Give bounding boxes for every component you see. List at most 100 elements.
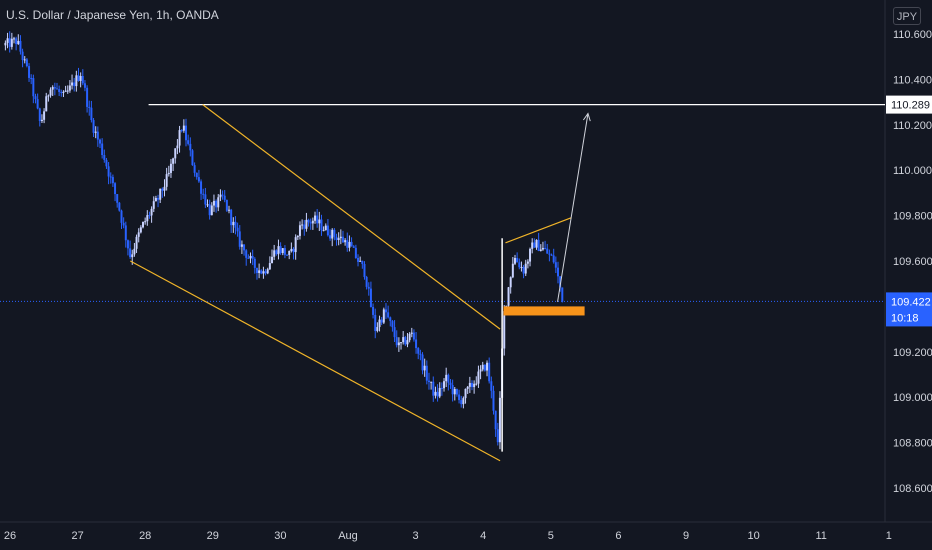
wedge-upper-line[interactable] — [505, 217, 572, 244]
candle-body — [294, 237, 297, 253]
time-tick-label: 29 — [207, 530, 219, 542]
candle-body — [133, 248, 136, 255]
candle-body — [513, 258, 516, 264]
time-axis[interactable]: 26 27 28 29 30 Aug 3 4 5 6 9 10 11 1 — [4, 530, 892, 542]
price-tick-label: 110.200 — [893, 120, 932, 132]
candle-body — [458, 394, 461, 401]
candle-body — [288, 251, 291, 255]
candle-body — [234, 221, 237, 228]
time-tick-label: 27 — [71, 530, 83, 542]
candle-body — [309, 222, 312, 224]
candle-body — [492, 390, 495, 411]
candle-body — [348, 241, 351, 248]
candle-body — [554, 262, 557, 268]
candle-body — [496, 429, 499, 443]
candle-body — [122, 222, 125, 226]
chart-annotations — [0, 103, 885, 462]
candle-body — [182, 125, 185, 131]
candle-body — [43, 111, 46, 120]
candle-body — [507, 287, 510, 306]
candle-body — [357, 257, 360, 262]
arrow-head-icon — [582, 112, 591, 122]
candle-body — [369, 288, 372, 307]
candle-body — [159, 188, 162, 200]
candle-body — [425, 365, 428, 381]
candle-body — [88, 106, 91, 108]
channel-lower-line[interactable] — [130, 260, 501, 462]
price-axis[interactable]: 110.600 110.400 110.200 110.000 109.800 109.6… — [886, 29, 932, 495]
candle-body — [30, 77, 33, 79]
candle-body — [518, 262, 521, 268]
candle-body — [380, 319, 383, 323]
candle-body — [187, 140, 190, 144]
candle-body — [230, 209, 233, 226]
candle-body — [423, 365, 426, 371]
candle-body — [305, 219, 308, 229]
candle-body — [73, 82, 76, 87]
candle-body — [253, 258, 256, 268]
price-tick-label: 110.600 — [893, 29, 932, 41]
candle-body — [283, 248, 286, 255]
candle-body — [537, 239, 540, 252]
candle-body — [204, 194, 207, 205]
candle-body — [200, 181, 203, 194]
time-tick-label: 30 — [274, 530, 286, 542]
price-tick-label: 110.000 — [893, 165, 932, 177]
candle-body — [77, 75, 80, 81]
candle-body — [477, 371, 480, 384]
candle-body — [479, 369, 482, 372]
candle-body — [264, 271, 267, 274]
candle-body — [333, 229, 336, 237]
candle-body — [148, 215, 151, 217]
price-tick-label: 110.400 — [893, 74, 932, 86]
candle-body — [8, 38, 11, 47]
candle-body — [503, 311, 506, 349]
candle-body — [279, 246, 282, 254]
candle-body — [544, 247, 547, 249]
candle-body — [195, 172, 198, 178]
candle-body — [483, 364, 486, 371]
candle-body — [455, 389, 458, 395]
candle-body — [217, 197, 220, 208]
candle-body — [98, 139, 101, 144]
time-tick-label: 9 — [683, 530, 689, 542]
candle-body — [326, 225, 329, 236]
candle-body — [292, 248, 295, 253]
bar-countdown-label: 10:18 — [891, 312, 919, 324]
candle-body — [307, 219, 310, 223]
candle-body — [464, 388, 467, 399]
candle-body — [169, 163, 172, 173]
candle-body — [64, 90, 67, 92]
candle-body — [167, 172, 170, 175]
channel-upper-line[interactable] — [202, 104, 501, 330]
candle-body — [311, 220, 314, 224]
candle-body — [268, 263, 271, 270]
candle-body — [352, 246, 355, 248]
candle-body — [561, 287, 564, 302]
candle-body — [28, 66, 31, 78]
candle-body — [318, 219, 321, 224]
candle-body — [255, 267, 258, 273]
support-zone[interactable] — [503, 306, 585, 316]
projection-arrow[interactable] — [557, 113, 589, 302]
candle-body — [522, 266, 525, 274]
time-tick-label: 26 — [4, 530, 16, 542]
candle-body — [53, 87, 56, 89]
candle-body — [271, 256, 274, 264]
candle-body — [38, 108, 41, 121]
candle-body — [391, 321, 394, 328]
candle-body — [406, 340, 409, 345]
candle-body — [163, 186, 166, 191]
candle-body — [539, 249, 542, 252]
price-tick-label: 109.000 — [893, 392, 932, 404]
currency-button[interactable]: JPY — [893, 7, 921, 25]
candle-body — [68, 85, 71, 91]
candle-body — [324, 225, 327, 231]
candle-body — [395, 337, 398, 346]
candle-body — [490, 381, 493, 391]
candle-body — [142, 221, 145, 228]
candle-body — [266, 269, 269, 274]
candle-body — [49, 89, 52, 96]
candle-body — [36, 99, 39, 109]
